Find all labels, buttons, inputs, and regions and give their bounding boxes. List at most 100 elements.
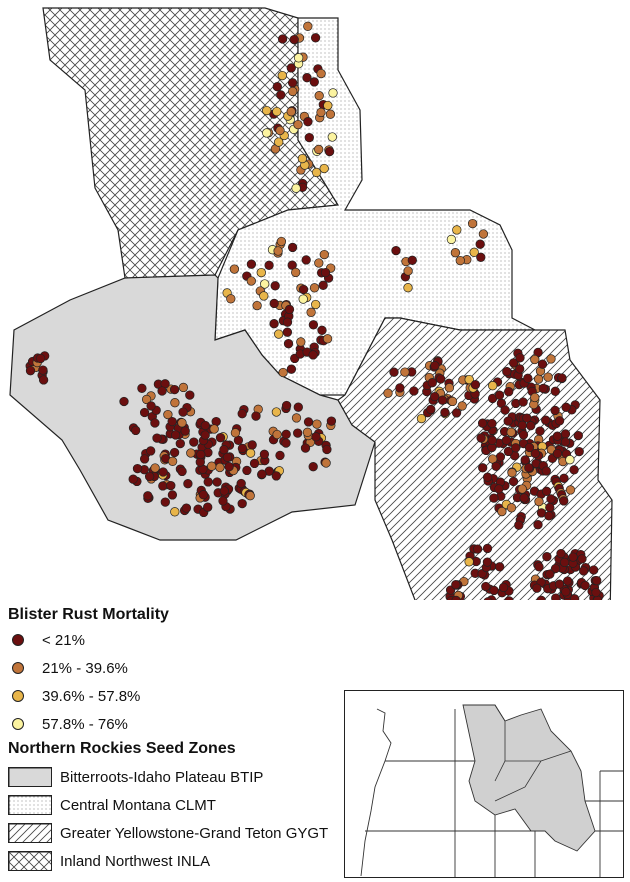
- mortality-point: [532, 583, 542, 593]
- mortality-point: [491, 461, 501, 471]
- mortality-point: [200, 420, 210, 431]
- mortality-point: [592, 575, 602, 586]
- mortality-point: [577, 554, 587, 564]
- mortality-point: [144, 471, 155, 482]
- mortality-point: [403, 283, 413, 293]
- mortality-point: [289, 34, 299, 45]
- mortality-point: [218, 496, 228, 506]
- mortality-point: [284, 304, 295, 315]
- mortality-point: [287, 78, 298, 88]
- mortality-point: [311, 432, 321, 442]
- mortality-point: [302, 427, 313, 437]
- mortality-point: [311, 299, 321, 310]
- mortality-point: [275, 125, 285, 136]
- mortality-point: [530, 392, 540, 403]
- mortality-point: [152, 433, 162, 443]
- mortality-point: [310, 33, 321, 43]
- mortality-point: [565, 455, 575, 465]
- mortality-point: [482, 472, 493, 482]
- mortality-point: [264, 260, 274, 270]
- mortality-point: [300, 443, 311, 453]
- mortality-point: [323, 100, 333, 111]
- mortality-point: [569, 465, 579, 475]
- locator-inset-map: [344, 690, 624, 878]
- mortality-point: [551, 593, 561, 600]
- mortality-point: [286, 364, 297, 374]
- inset-zone-boundaries: [494, 704, 572, 802]
- inset-svg: [360, 704, 623, 877]
- mortality-point: [308, 320, 319, 330]
- mortality-point: [269, 319, 279, 329]
- mortality-point: [518, 430, 529, 440]
- btip-swatch: [8, 767, 52, 787]
- mortality-point: [303, 21, 313, 31]
- mortality-point: [489, 493, 499, 503]
- mortality-point: [475, 239, 485, 249]
- mortality-point: [563, 576, 573, 586]
- mortality-point: [478, 463, 488, 473]
- mortality-point: [327, 132, 337, 142]
- mortality-point: [274, 137, 284, 147]
- mortality-point: [139, 454, 150, 464]
- mortality-point: [452, 225, 462, 235]
- mortality-point: [400, 367, 410, 377]
- mortality-point: [416, 413, 427, 424]
- mortality-point: [498, 582, 509, 593]
- mortality-point: [437, 395, 448, 405]
- mortality-point: [312, 419, 322, 429]
- mortality-point: [574, 446, 584, 457]
- mortality-point: [514, 520, 524, 530]
- mortality-point: [296, 337, 306, 347]
- mortality-point: [580, 580, 590, 591]
- mortality-point: [523, 373, 533, 383]
- mortality-point: [541, 466, 551, 476]
- mortality-point: [447, 396, 458, 407]
- mortality-point: [291, 183, 301, 193]
- mortality-point: [517, 420, 527, 430]
- mortality-point: [591, 587, 601, 598]
- mortality-point: [247, 440, 257, 450]
- mortality-point: [495, 562, 505, 572]
- mortality-point: [560, 437, 571, 447]
- mortality-point: [464, 374, 474, 385]
- mortality-point: [219, 486, 229, 496]
- mortality-point: [506, 427, 516, 437]
- mortality-legend-item: 21% - 39.6%: [8, 655, 128, 681]
- mortality-point: [304, 132, 314, 143]
- mortality-point: [219, 445, 229, 455]
- mortality-point: [504, 387, 514, 397]
- mortality-point: [196, 449, 206, 460]
- mortality-point: [522, 413, 532, 423]
- mortality-label: 57.8% - 76%: [42, 715, 128, 733]
- mortality-point: [552, 431, 563, 441]
- mortality-point: [545, 502, 555, 513]
- mortality-point: [308, 350, 318, 360]
- mortality-point: [440, 407, 450, 418]
- mortality-point: [476, 252, 486, 262]
- mortality-point: [306, 307, 316, 317]
- mortality-legend-title: Blister Rust Mortality: [8, 606, 169, 623]
- mortality-point: [530, 354, 540, 365]
- mortality-point: [198, 490, 209, 500]
- mortality-point: [150, 418, 160, 428]
- mortality-point: [286, 63, 296, 73]
- mortality-point: [507, 468, 517, 478]
- mortality-point: [317, 325, 327, 335]
- seed-zone-map: [9, 7, 613, 600]
- mortality-point: [451, 408, 462, 418]
- mortality-point: [519, 493, 529, 503]
- mortality-point: [451, 580, 461, 590]
- mortality-dots: [25, 21, 604, 600]
- mortality-point: [25, 366, 36, 376]
- mortality-point: [561, 402, 571, 412]
- mortality-point: [324, 146, 335, 157]
- mortality-point: [508, 358, 519, 368]
- mortality-point: [293, 402, 303, 412]
- mortality-point: [391, 245, 401, 256]
- mortality-point: [169, 384, 180, 395]
- mortality-point: [469, 247, 479, 257]
- mortality-point: [427, 378, 437, 388]
- mortality-point: [472, 544, 483, 554]
- mortality-point: [167, 490, 178, 500]
- mortality-swatch: [12, 634, 24, 646]
